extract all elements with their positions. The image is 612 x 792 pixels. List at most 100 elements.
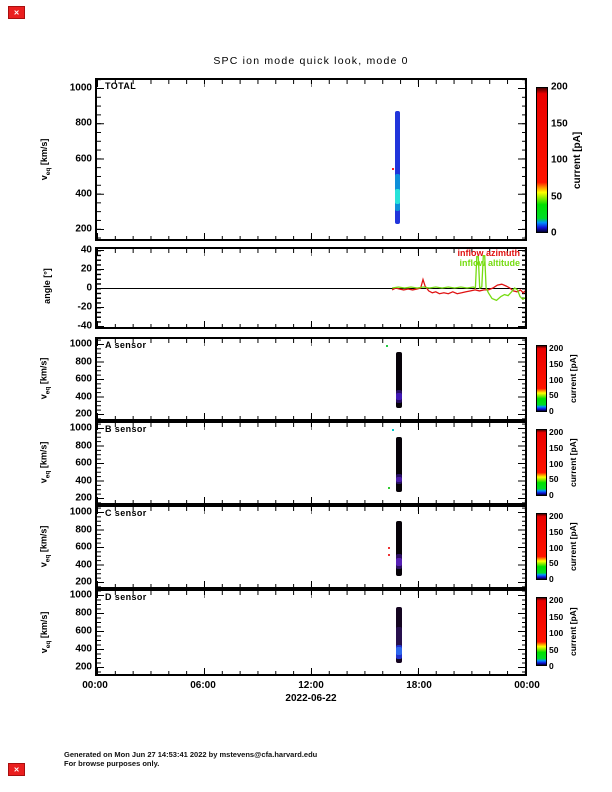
colorbar-tick-label: 50 [549,644,559,655]
colorbar-tick-label: 100 [549,458,564,469]
colorbar-tick-label: 150 [549,526,564,537]
colorbar-tick-label: 0 [549,661,554,671]
y-tick-label: 400 [75,188,92,200]
colorbar-d [536,597,547,666]
legend-inflow-azimuth: inflow azimuth [457,249,521,258]
colorbar-tick-label: 200 [549,427,564,437]
footer-credits: Generated on Mon Jun 27 14:53:41 2022 by… [64,750,317,768]
y-tick-label: 200 [75,408,92,420]
colorbar-tick-label: 150 [551,118,568,129]
y-tick-label: 600 [75,541,92,553]
data-streak [395,558,402,566]
colorbar-label-c: current [pA] [568,522,578,571]
colorbar-tick-label: 200 [551,81,568,93]
broken-image-icon: ✕ [8,763,25,776]
data-streak [395,520,402,577]
colorbar-tick-label: 150 [549,611,564,622]
colorbar-label-b: current [pA] [568,438,578,487]
y-tick-label: 400 [75,391,92,402]
colorbar-tick-label: 150 [549,442,564,453]
panel-title-d: D sensor [105,592,147,602]
broken-image-icon: ✕ [8,6,25,19]
data-streak [395,188,401,204]
colorbar-label-d: current [pA] [568,607,578,656]
footer-line-2: For browse purposes only. [64,759,160,768]
y-tick-label: 1000 [69,422,92,434]
date-label: 2022-06-22 [285,693,337,704]
colorbar-tick-label: 200 [549,595,564,605]
colorbar-b [536,429,547,496]
colorbar-tick-label: 200 [549,511,564,521]
data-streak [395,110,401,224]
y-tick-label: 200 [75,223,92,235]
y-tick-label: -40 [77,320,92,332]
y-tick-label: 1000 [69,589,92,601]
colorbar-label-a: current [pA] [568,354,578,403]
y-tick-label: 600 [75,373,92,385]
colorbar-tick-label: 100 [549,628,564,638]
y-tick-label: 400 [75,475,92,486]
y-tick-label: 800 [75,117,92,129]
y-tick-label: 20 [80,263,92,275]
data-streak [395,437,402,493]
colorbar-tick-label: 50 [549,474,559,485]
y-tick-label: 200 [75,576,92,588]
data-streak [395,646,402,656]
data-speck [392,168,395,171]
x-tick-label: 18:00 [406,680,432,691]
panel-d: D sensor [95,589,527,676]
colorbar-tick-label: 50 [549,390,559,401]
data-speck [387,554,390,556]
panel-total: TOTAL [95,78,527,241]
colorbar-tick-label: 50 [551,191,563,202]
broken-image-glyph: ✕ [13,9,20,17]
plot-area-d: D sensor [97,591,525,674]
plot-area-angle: inflow azimuth inflow altitude [97,249,525,327]
y-tick-label: 40 [80,244,92,256]
data-streak [395,627,402,659]
colorbar-tick-label: 150 [549,358,564,369]
y-tick-label: 1000 [69,82,92,94]
x-tick-label: 06:00 [190,680,216,691]
colorbar-tick-label: 200 [549,343,564,353]
colorbar-total [536,87,548,233]
data-speck [385,344,388,347]
colorbar-tick-label: 0 [549,490,554,500]
x-tick-label: 00:00 [82,680,108,691]
data-speck [387,486,390,489]
panel-title-a: A sensor [105,340,147,350]
colorbar-tick-label: 0 [549,406,554,416]
y-tick-label: 1000 [69,506,92,518]
panel-a: A sensor [95,337,527,421]
plot-area-total: TOTAL [97,80,525,239]
colorbar-tick-label: 100 [549,374,564,385]
angle-line-1 [391,255,525,302]
y-tick-label: 800 [75,356,92,367]
colorbar-tick-label: 0 [551,227,557,239]
panel-c: C sensor [95,505,527,589]
zero-degree-line [97,288,525,290]
data-streak [395,393,402,400]
panel-title-c: C sensor [105,508,147,518]
colorbar-a [536,345,547,412]
colorbar-label-total: current [pA] [572,131,583,189]
panel-b: B sensor [95,421,527,505]
y-tick-label: 800 [75,524,92,535]
data-speck [392,428,395,431]
y-tick-label: 600 [75,153,92,164]
plot-area-c: C sensor [97,507,525,587]
y-tick-label: 0 [86,282,92,294]
x-tick-label: 12:00 [298,680,324,691]
y-tick-label: 800 [75,607,92,619]
colorbar-tick-label: 50 [549,558,559,569]
y-tick-label: 1000 [69,338,92,350]
plot-area-a: A sensor [97,339,525,419]
colorbar-c [536,513,547,580]
x-tick-label: 00:00 [514,680,540,691]
panel-title-b: B sensor [105,424,147,434]
legend-inflow-altitude: inflow altitude [459,258,521,268]
panel-title-total: TOTAL [105,81,137,91]
y-tick-label: -20 [77,301,92,313]
y-tick-label: 400 [75,559,92,570]
